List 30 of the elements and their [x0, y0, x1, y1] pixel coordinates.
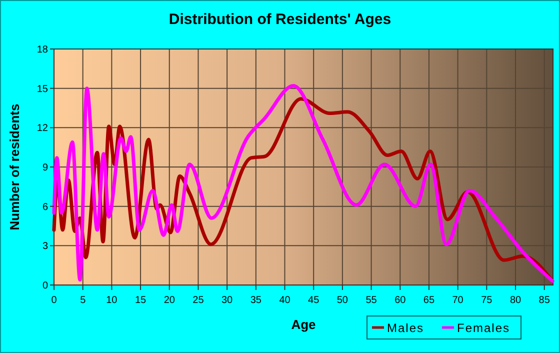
x-tick-label: 55	[366, 295, 378, 306]
chart-title: Distribution of Residents' Ages	[168, 11, 392, 28]
x-tick-label: 70	[452, 295, 464, 306]
x-tick-label: 45	[308, 295, 320, 306]
x-tick-label: 0	[51, 295, 58, 306]
y-tick-label: 3	[42, 241, 48, 252]
x-tick-label: 35	[250, 295, 262, 306]
x-tick-label: 40	[279, 295, 291, 306]
y-tick-label: 9	[42, 162, 48, 174]
x-tick-label: 80	[510, 295, 522, 306]
x-tick-label: 65	[423, 295, 435, 306]
x-tick-label: 30	[222, 295, 234, 306]
y-axis-title: Number of residents	[7, 104, 22, 230]
x-tick-label: 25	[192, 295, 204, 306]
x-tick-label: 20	[164, 295, 176, 306]
x-tick-label: 50	[336, 295, 348, 306]
x-tick-label: 15	[134, 295, 147, 306]
x-tick-label: 10	[106, 295, 118, 306]
y-tick-label: 6	[42, 202, 48, 213]
x-tick-label: 85	[538, 295, 550, 306]
y-tick-label: 12	[36, 123, 48, 134]
legend-label: Females	[457, 321, 510, 335]
x-axis-title: Age	[291, 317, 316, 332]
y-tick-label: 18	[36, 44, 48, 56]
x-tick-label: 5	[80, 295, 86, 306]
legend-label: Males	[387, 321, 424, 335]
y-tick-label: 0	[42, 280, 48, 292]
x-tick-label: 75	[481, 295, 493, 306]
y-tick-label: 15	[36, 84, 48, 95]
x-tick-label: 60	[394, 295, 406, 306]
